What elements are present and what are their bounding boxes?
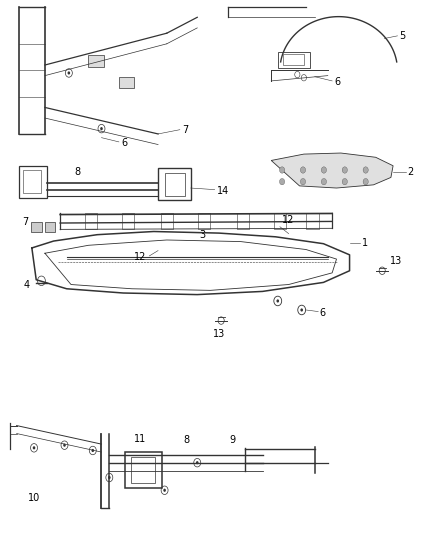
Text: 12: 12 [282, 215, 294, 225]
Text: 6: 6 [334, 77, 340, 87]
Bar [274, 213, 286, 229]
Circle shape [342, 179, 347, 185]
Circle shape [321, 179, 326, 185]
Circle shape [279, 179, 285, 185]
Text: 3: 3 [199, 230, 205, 240]
Bar [158, 168, 191, 200]
Bar [165, 173, 185, 196]
Circle shape [67, 71, 70, 75]
Text: 7: 7 [182, 125, 188, 135]
Circle shape [300, 167, 306, 173]
Circle shape [92, 449, 94, 452]
Text: 2: 2 [407, 167, 414, 177]
Circle shape [196, 461, 198, 464]
Circle shape [321, 167, 326, 173]
Text: 10: 10 [28, 493, 40, 503]
Circle shape [300, 309, 303, 312]
Polygon shape [271, 153, 393, 188]
Text: 8: 8 [183, 435, 189, 445]
Bar [85, 213, 97, 229]
Bar [125, 452, 162, 488]
Circle shape [163, 489, 166, 492]
Circle shape [363, 167, 368, 173]
Bar [88, 55, 104, 67]
Bar [45, 222, 55, 232]
Bar [119, 77, 134, 88]
Text: 8: 8 [74, 167, 81, 177]
Text: 12: 12 [134, 253, 146, 262]
Circle shape [33, 446, 35, 449]
Text: 13: 13 [213, 329, 225, 339]
Bar [307, 213, 319, 229]
Text: 13: 13 [390, 256, 402, 266]
Text: 9: 9 [229, 435, 235, 445]
Circle shape [300, 179, 306, 185]
Bar [23, 170, 41, 193]
Bar [31, 222, 42, 232]
Circle shape [279, 167, 285, 173]
Bar [131, 457, 155, 483]
Text: 6: 6 [121, 138, 127, 148]
Text: 14: 14 [217, 185, 229, 196]
Bar [121, 213, 134, 229]
Text: 7: 7 [23, 217, 29, 228]
Circle shape [63, 443, 66, 447]
Text: 1: 1 [362, 238, 368, 248]
Circle shape [342, 167, 347, 173]
Circle shape [276, 300, 279, 303]
Bar [283, 54, 304, 65]
Text: 5: 5 [399, 31, 406, 41]
Circle shape [363, 179, 368, 185]
Bar [278, 52, 311, 68]
Text: 6: 6 [319, 308, 325, 318]
Text: 11: 11 [134, 434, 146, 444]
Bar [19, 166, 47, 198]
Bar [237, 213, 249, 229]
Text: 4: 4 [24, 280, 30, 290]
Circle shape [108, 476, 111, 479]
Bar [161, 213, 173, 229]
Bar [198, 213, 210, 229]
Circle shape [100, 127, 103, 130]
